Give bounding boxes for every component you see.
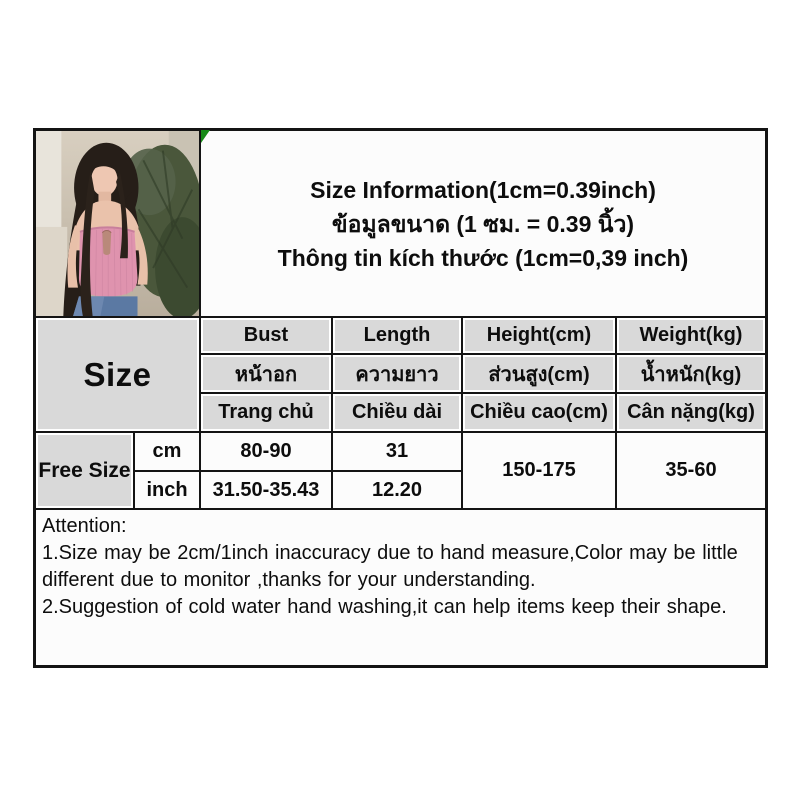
column-header-height-th: ส่วนสูง(cm): [463, 355, 615, 392]
model-photo-illustration: [36, 131, 199, 316]
attention-line-1: 1.Size may be 2cm/1inch inaccuracy due t…: [42, 542, 738, 591]
value-length-inch: 12.20: [333, 472, 461, 508]
column-header-length-th: ความยาว: [333, 355, 461, 392]
size-info-title-block: Size Information(1cm=0.39inch) ข้อมูลขนา…: [201, 131, 765, 316]
value-height: 150-175: [463, 433, 615, 508]
value-bust-cm: 80-90: [201, 433, 331, 470]
column-header-weight-en: Weight(kg): [617, 318, 765, 353]
value-weight: 35-60: [617, 433, 765, 508]
unit-label-inch: inch: [135, 472, 199, 508]
value-bust-inch: 31.50-35.43: [201, 472, 331, 508]
unit-label-cm: cm: [135, 433, 199, 470]
product-photo: [36, 131, 199, 316]
attention-heading: Attention:: [42, 515, 127, 537]
column-header-height-en: Height(cm): [463, 318, 615, 353]
attention-note: Attention: 1.Size may be 2cm/1inch inacc…: [36, 510, 765, 665]
title-vietnamese: Thông tin kích thước (1cm=0,39 inch): [277, 244, 689, 271]
column-header-length-vi: Chiều dài: [333, 394, 461, 431]
column-header-weight-th: น้ำหนัก(kg): [617, 355, 765, 392]
column-header-height-vi: Chiều cao(cm): [463, 394, 615, 431]
column-header-weight-vi: Cân nặng(kg): [617, 394, 765, 431]
column-header-bust-vi: Trang chủ: [201, 394, 331, 431]
column-header-bust-th: หน้าอก: [201, 355, 331, 392]
size-header: Size: [36, 318, 199, 431]
column-header-bust-en: Bust: [201, 318, 331, 353]
size-table: Size Information(1cm=0.39inch) ข้อมูลขนา…: [33, 128, 768, 668]
title-english: Size Information(1cm=0.39inch): [310, 176, 656, 203]
attention-line-2: 2.Suggestion of cold water hand washing,…: [42, 596, 727, 618]
column-header-length-en: Length: [333, 318, 461, 353]
value-length-cm: 31: [333, 433, 461, 470]
title-thai: ข้อมูลขนาด (1 ซม. = 0.39 นิ้ว): [331, 210, 635, 237]
row-header-free-size: Free Size: [36, 433, 133, 508]
corner-marker-icon: [201, 130, 210, 143]
